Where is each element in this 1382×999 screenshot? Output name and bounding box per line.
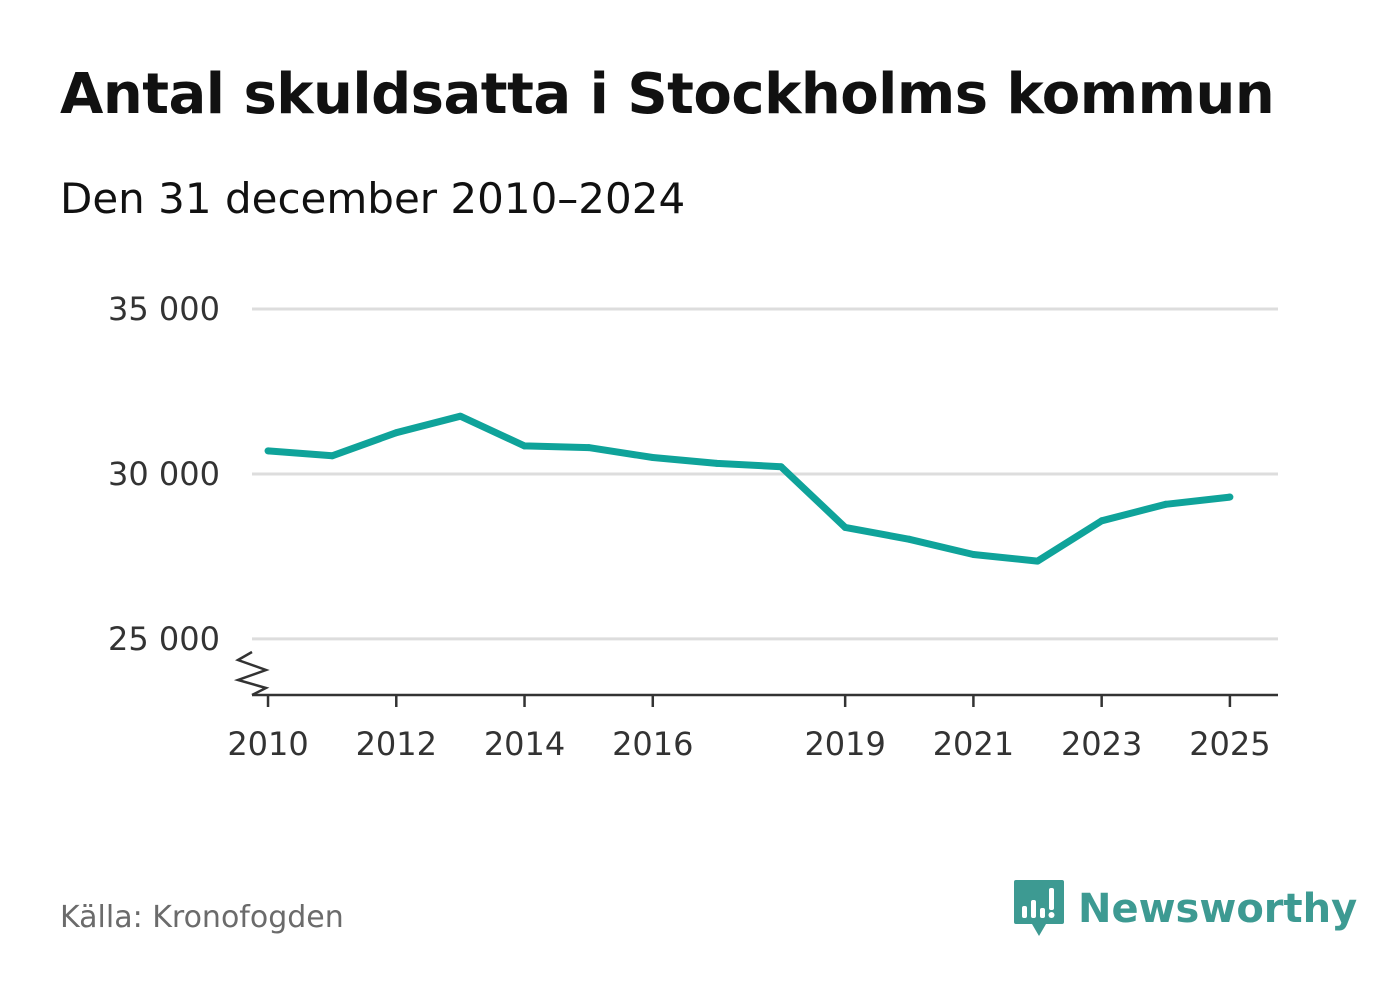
data-point-2013 bbox=[456, 412, 464, 420]
data-point-2012 bbox=[392, 429, 400, 437]
data-point-2010 bbox=[264, 447, 272, 455]
y-axis-ticks: 25 000 30 000 35 000 bbox=[108, 290, 220, 658]
data-point-2019 bbox=[841, 523, 849, 531]
x-tick-label: 2016 bbox=[612, 725, 693, 763]
data-point-2018 bbox=[777, 463, 785, 471]
data-point-2014 bbox=[521, 442, 529, 450]
x-tick-label: 2019 bbox=[804, 725, 885, 763]
data-point-2024 bbox=[1162, 500, 1170, 508]
x-tick-label: 2023 bbox=[1061, 725, 1142, 763]
y-tick-label: 25 000 bbox=[108, 620, 220, 658]
gridlines bbox=[252, 307, 1278, 641]
axis-break-mark bbox=[233, 650, 270, 697]
x-axis: 2010 2012 2014 2016 2019 2021 2023 2025 bbox=[227, 650, 1278, 763]
brand-logo[interactable]: Newsworthy bbox=[1012, 878, 1357, 940]
brand-name: Newsworthy bbox=[1078, 886, 1358, 932]
y-tick-label: 35 000 bbox=[108, 290, 220, 328]
data-point-2015 bbox=[585, 444, 593, 452]
x-tick-label: 2012 bbox=[356, 725, 437, 763]
x-tick-label: 2010 bbox=[227, 725, 308, 763]
source-note: Källa: Kronofogden bbox=[60, 900, 344, 935]
newsworthy-logo-icon bbox=[1014, 880, 1064, 936]
data-point-2025 bbox=[1226, 493, 1234, 501]
y-tick-label: 30 000 bbox=[108, 455, 220, 493]
data-point-2020 bbox=[905, 535, 913, 543]
chart-subtitle: Den 31 december 2010–2024 bbox=[60, 174, 686, 223]
series-line-0 bbox=[267, 412, 1231, 565]
x-tick-label: 2025 bbox=[1189, 725, 1270, 763]
series-layer bbox=[264, 412, 1234, 565]
data-point-2016 bbox=[649, 453, 657, 461]
data-point-2011 bbox=[328, 452, 336, 460]
x-tick-label: 2021 bbox=[933, 725, 1014, 763]
x-tick-label: 2014 bbox=[484, 725, 565, 763]
data-point-2021 bbox=[969, 550, 977, 558]
data-point-2017 bbox=[713, 459, 721, 467]
data-point-2023 bbox=[1098, 517, 1106, 525]
data-point-2022 bbox=[1034, 557, 1042, 565]
chart-title: Antal skuldsatta i Stockholms kommun bbox=[60, 62, 1275, 127]
